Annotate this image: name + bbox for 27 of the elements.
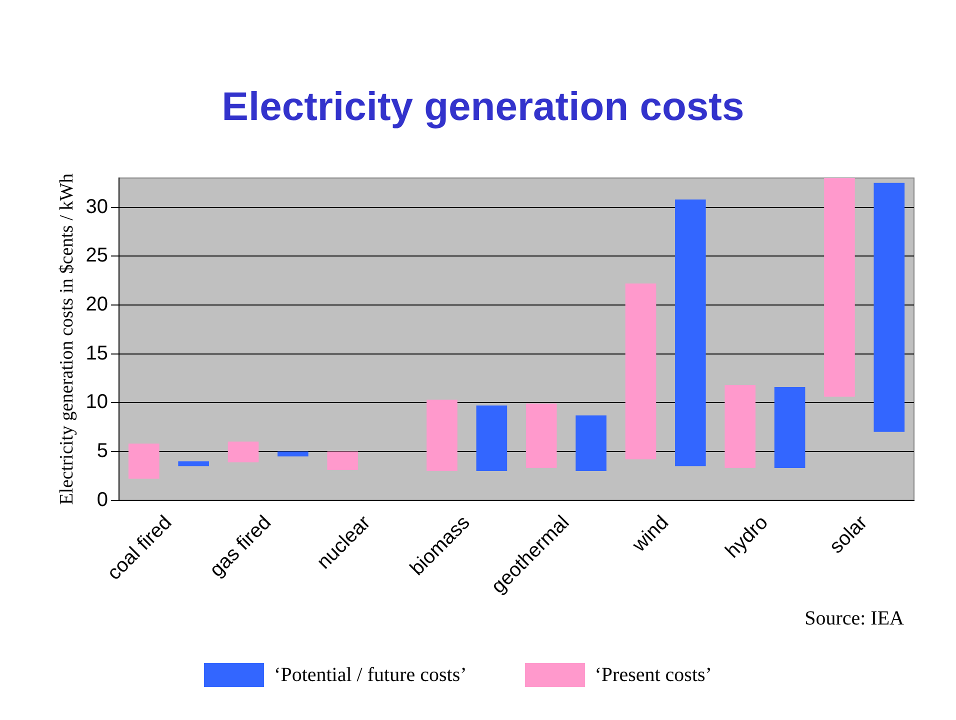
y-tick-label: 0 [96,488,108,511]
bar [426,400,458,471]
bar [625,283,656,460]
bar [327,451,358,470]
legend-label: ‘Potential / future costs’ [274,664,467,686]
bar [178,461,209,466]
bar [228,442,259,462]
y-tick-label: 5 [96,440,108,462]
bar [576,415,606,471]
y-tick-label: 20 [86,293,108,316]
y-tick-label: 25 [86,244,108,267]
bar [675,199,706,466]
bar [824,178,855,397]
chart-title: Electricity generation costs [222,85,744,130]
bar [476,406,508,471]
y-tick-label: 15 [86,342,108,364]
bar [874,182,905,432]
legend-label: ‘Present costs’ [594,664,712,686]
bar [774,386,806,468]
source-note: Source: IEA [804,607,905,630]
y-tick-label: 30 [86,196,108,218]
bar [278,451,308,456]
bar [724,385,756,468]
bar [128,444,160,479]
bar [526,404,557,468]
y-tick-label: 10 [86,391,108,414]
y-axis-title: Electricity generation costs in $cents / kWh [56,172,78,505]
